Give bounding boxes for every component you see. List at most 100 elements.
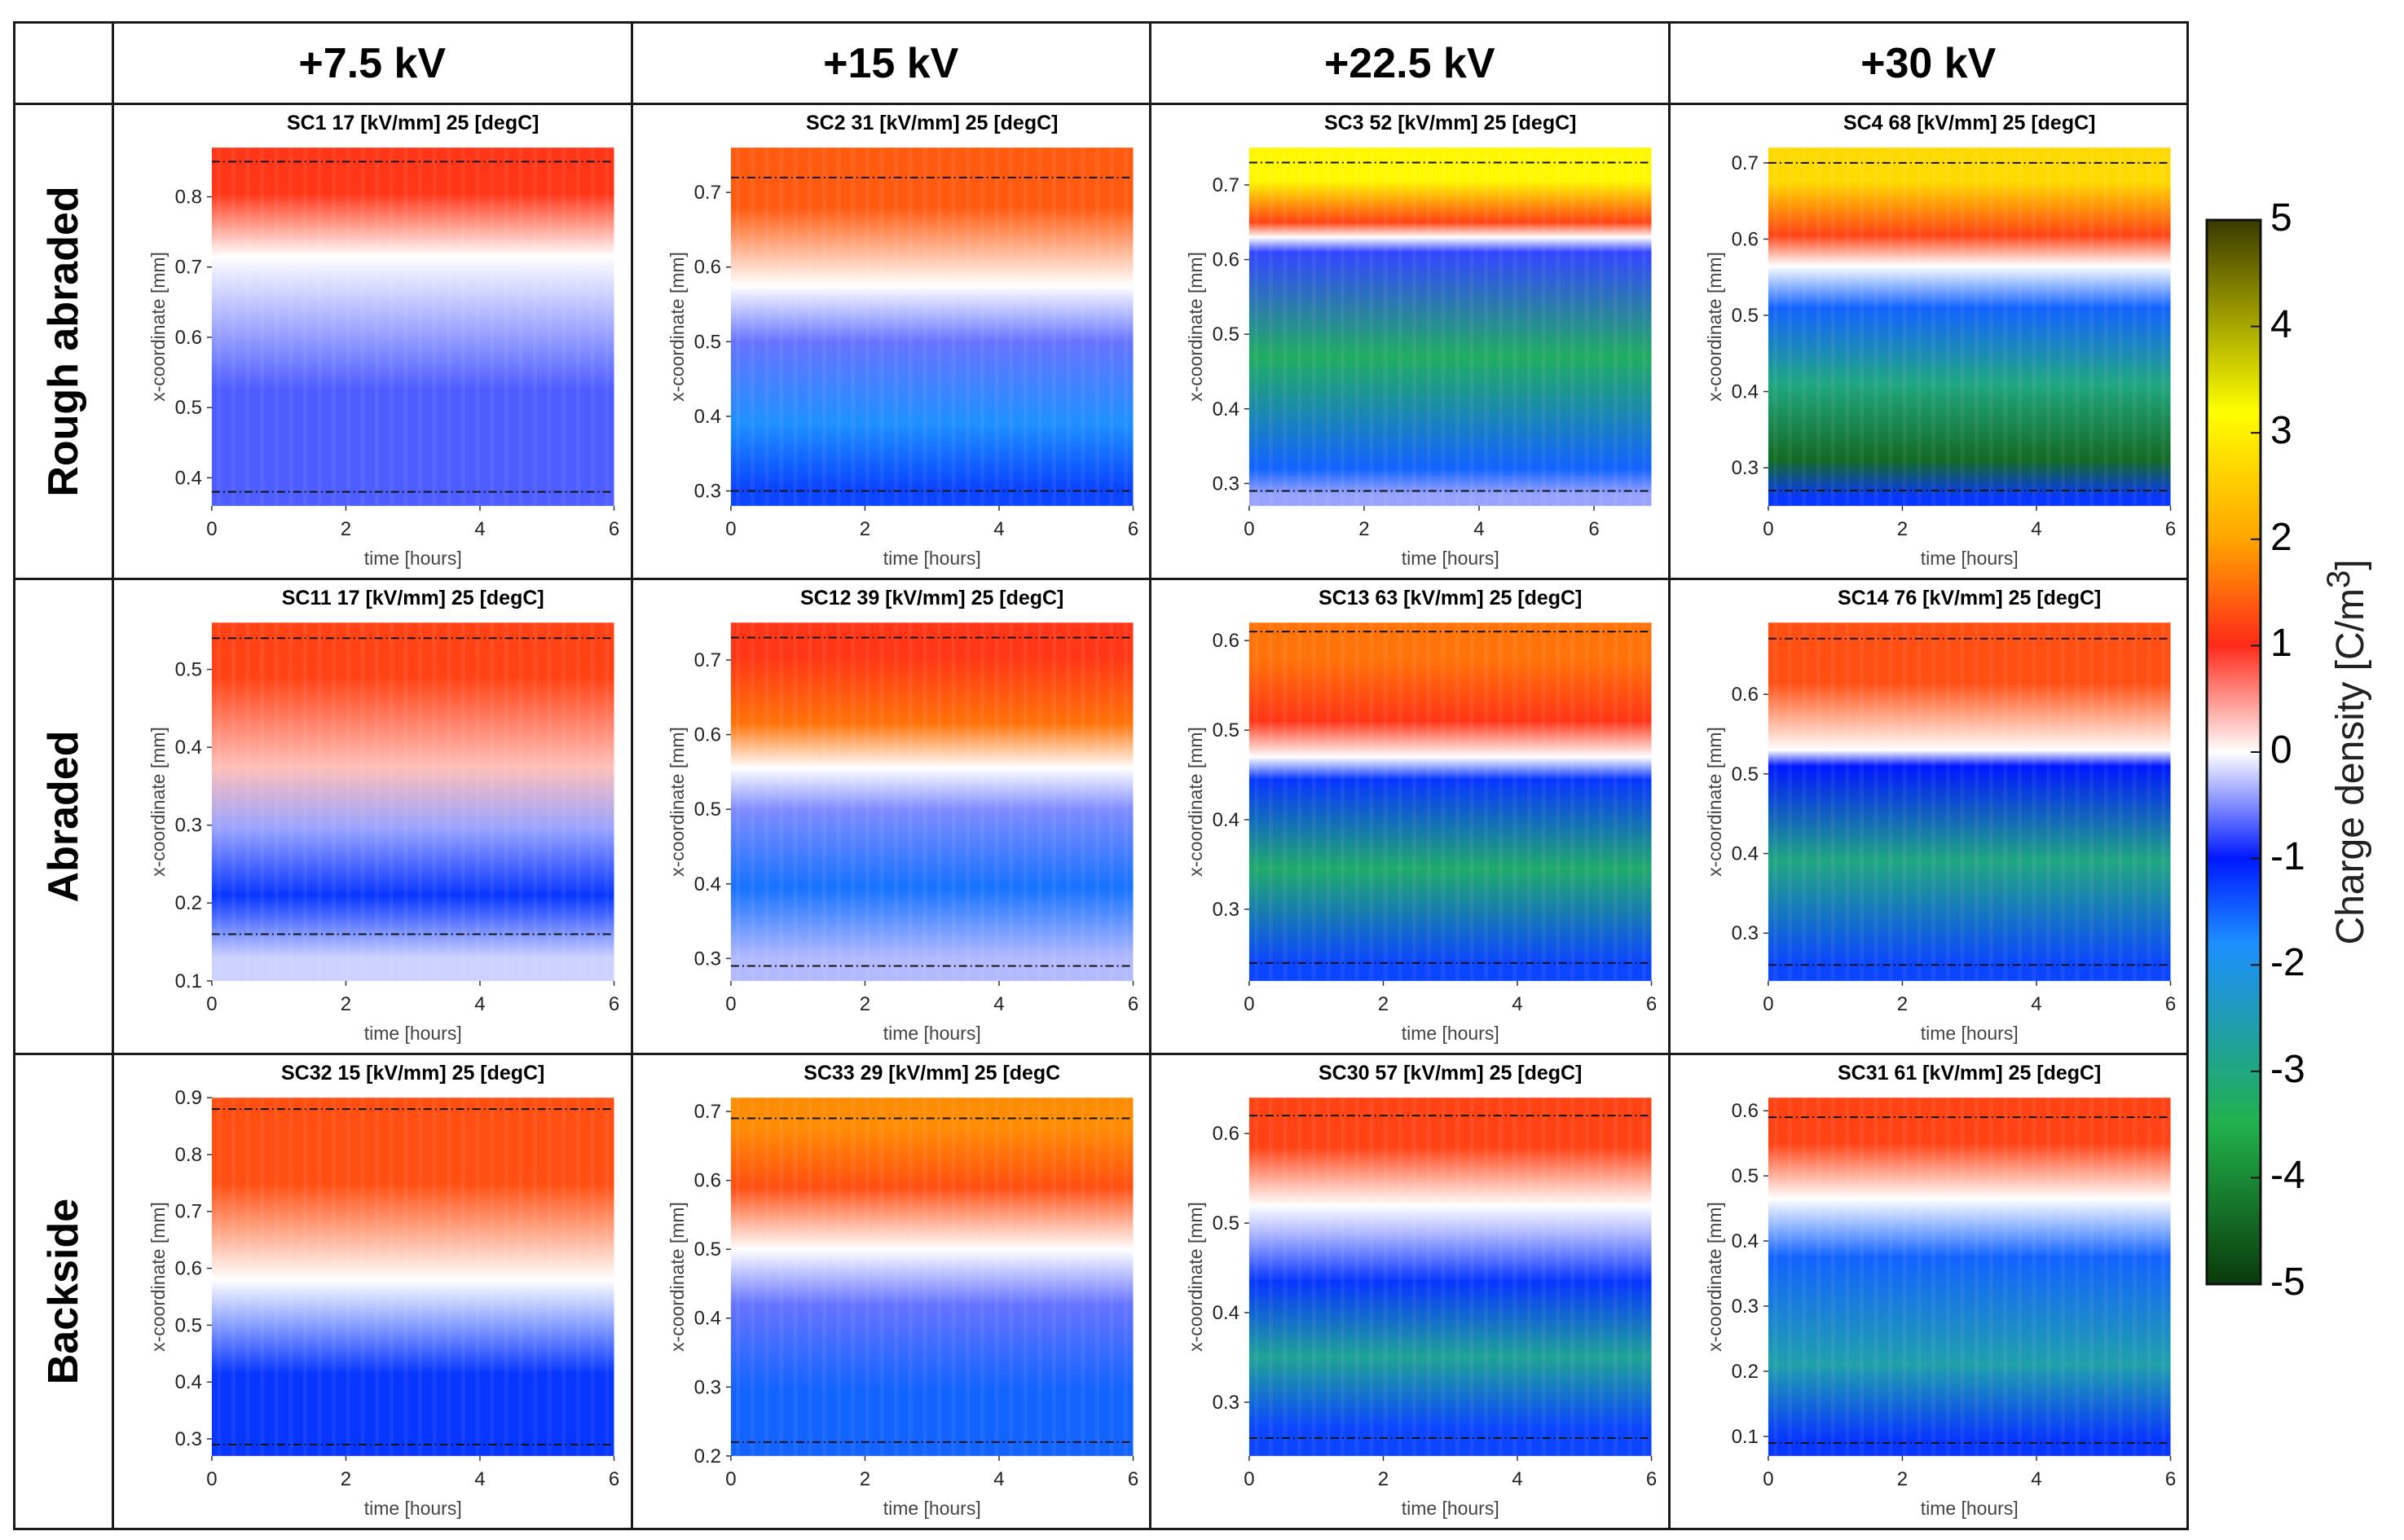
heatmap-sc32: SC32 15 [kV/mm] 25 [degC] 0.3 0.4 0.5 0.6 0.7…	[147, 1062, 619, 1519]
corner-cell	[13, 21, 114, 105]
x-tick-label: 2	[341, 518, 351, 540]
heatmap-field	[730, 147, 1134, 506]
x-tick-label: 0	[725, 1468, 736, 1490]
x-tick-label: 2	[1896, 1468, 1907, 1490]
heatmap-field	[211, 147, 614, 506]
y-tick-label: 0.5	[693, 799, 720, 821]
heatmap-field	[1248, 1098, 1652, 1456]
y-axis-label: x-coordinate [mm]	[666, 1202, 687, 1352]
panel-sc30: SC30 57 [kV/mm] 25 [degC] 0.3 0.4 0.5 0.6 0 2 4…	[1149, 1053, 1671, 1530]
y-tick-label: 0.5	[693, 1239, 720, 1261]
x-tick-label: 2	[1896, 518, 1907, 540]
y-tick-label: 0.6	[1213, 1123, 1239, 1145]
colorbar-tick-label: -5	[2270, 1261, 2305, 1304]
heatmap-sc12: SC12 39 [kV/mm] 25 [degC] 0.3 0.4 0.5 0.6 0.7…	[666, 587, 1138, 1044]
y-tick-label: 0.6	[175, 1258, 202, 1280]
y-tick-label: 0.4	[1213, 1302, 1239, 1324]
column-header-30kv: +30 kV	[1667, 21, 2189, 105]
heatmap-field	[211, 623, 614, 981]
colorbar-tick-label: -2	[2270, 941, 2305, 985]
y-axis-label: x-coordinate [mm]	[666, 252, 687, 402]
y-tick-label: 0.6	[175, 327, 202, 349]
y-tick-label: 0.7	[693, 182, 720, 204]
y-tick-label: 0.3	[175, 815, 202, 837]
panel-sc11: SC11 17 [kV/mm] 25 [degC] 0.1 0.2 0.3 0.4 0.5…	[112, 578, 633, 1055]
y-axis-label: x-coordinate [mm]	[1703, 252, 1724, 402]
x-tick-label: 0	[206, 1468, 217, 1490]
y-axis-label: x-coordinate [mm]	[666, 727, 687, 877]
y-tick-label: 0.2	[693, 1445, 720, 1467]
y-tick-label: 0.3	[1731, 922, 1758, 944]
x-tick-label: 0	[1244, 1468, 1254, 1490]
x-tick-label: 4	[2031, 993, 2041, 1015]
heatmap-field	[211, 1098, 614, 1456]
y-tick-label: 0.2	[175, 892, 202, 914]
colorbar-tick-label: 1	[2270, 622, 2292, 666]
x-axis-label: time [hours]	[1402, 1023, 1499, 1044]
y-tick-label: 0.5	[1731, 1165, 1758, 1187]
x-tick-label: 0	[1763, 993, 1773, 1015]
x-tick-label: 6	[609, 993, 619, 1015]
y-tick-label: 0.8	[175, 1144, 202, 1166]
y-tick-label: 0.3	[1731, 457, 1758, 479]
heatmap-field	[1768, 1098, 2171, 1456]
column-header-15kv: +15 kV	[630, 21, 1151, 105]
x-axis-label: time [hours]	[1402, 548, 1499, 569]
x-tick-label: 2	[1896, 993, 1907, 1015]
heatmap-sc14: SC14 76 [kV/mm] 25 [degC] 0.3 0.4 0.5 0.6 0 2 4…	[1703, 587, 2175, 1044]
x-tick-label: 2	[341, 993, 351, 1015]
x-tick-label: 0	[1244, 993, 1254, 1015]
y-tick-label: 0.5	[693, 331, 720, 353]
y-tick-label: 0.6	[1213, 249, 1239, 271]
figure-grid: +7.5 kV +15 kV +22.5 kV +30 kV Rough abr…	[13, 21, 2189, 1530]
x-tick-label: 4	[2031, 518, 2041, 540]
colorbar-tick-label: 2	[2270, 515, 2292, 559]
panel-sc31: SC31 61 [kV/mm] 25 [degC] 0.1 0.2 0.3 0.4 0.5…	[1667, 1053, 2189, 1530]
panel-title: SC32 15 [kV/mm] 25 [degC]	[281, 1062, 544, 1085]
y-tick-label: 0.2	[1731, 1361, 1758, 1383]
x-axis-label: time [hours]	[883, 1498, 980, 1519]
x-tick-label: 6	[1646, 1468, 1657, 1490]
panel-title: SC13 63 [kV/mm] 25 [degC]	[1319, 587, 1582, 609]
x-tick-label: 2	[859, 518, 870, 540]
heatmap-sc4: SC4 68 [kV/mm] 25 [degC] 0.3 0.4 0.5 0.6 0.7 0…	[1703, 112, 2175, 569]
heatmap-field	[730, 1098, 1134, 1456]
heatmap-sc30: SC30 57 [kV/mm] 25 [degC] 0.3 0.4 0.5 0.6 0 2 4…	[1185, 1062, 1657, 1519]
y-tick-label: 0.7	[693, 1101, 720, 1123]
x-tick-label: 2	[341, 1468, 351, 1490]
y-tick-label: 0.5	[1731, 305, 1758, 327]
panel-title: SC31 61 [kV/mm] 25 [degC]	[1838, 1062, 2101, 1085]
y-tick-label: 0.5	[175, 659, 202, 681]
heatmap-field	[1768, 147, 2171, 506]
heatmap-sc13: SC13 63 [kV/mm] 25 [degC] 0.3 0.4 0.5 0.6 0 2 4…	[1185, 587, 1657, 1044]
y-tick-label: 0.9	[175, 1087, 202, 1109]
y-tick-label: 0.4	[1731, 1230, 1758, 1252]
heatmap-sc1: SC1 17 [kV/mm] 25 [degC] 0.4 0.5 0.6 0.7 0.8 0…	[147, 112, 619, 569]
panel-sc13: SC13 63 [kV/mm] 25 [degC] 0.3 0.4 0.5 0.6 0 2 4…	[1149, 578, 1671, 1055]
panel-sc32: SC32 15 [kV/mm] 25 [degC] 0.3 0.4 0.5 0.6 0.7…	[112, 1053, 633, 1530]
y-tick-label: 0.5	[175, 1314, 202, 1336]
heatmap-field	[1768, 623, 2171, 981]
colorbar-label: Charge density [C/m3]	[2321, 559, 2372, 945]
heatmap-field	[1248, 623, 1652, 981]
row-header-rough-abraded: Rough abraded	[13, 103, 114, 580]
panel-sc12: SC12 39 [kV/mm] 25 [degC] 0.3 0.4 0.5 0.6 0.7…	[630, 578, 1151, 1055]
y-axis-label: x-coordinate [mm]	[1703, 1202, 1724, 1352]
x-tick-label: 6	[2164, 518, 2175, 540]
panel-title: SC30 57 [kV/mm] 25 [degC]	[1319, 1062, 1582, 1085]
heatmap-sc33: SC33 29 [kV/mm] 25 [degC 0.2 0.3 0.4 0.5 0.6 0…	[666, 1062, 1138, 1519]
y-tick-label: 0.5	[1213, 1212, 1239, 1234]
x-axis-label: time [hours]	[364, 1498, 462, 1519]
y-tick-label: 0.5	[1213, 719, 1239, 741]
panel-sc4: SC4 68 [kV/mm] 25 [degC] 0.3 0.4 0.5 0.6 0.7 0…	[1667, 103, 2189, 580]
y-axis-label: x-coordinate [mm]	[147, 727, 169, 877]
colorbar	[2205, 218, 2262, 1286]
y-tick-label: 0.5	[1213, 323, 1239, 345]
x-tick-label: 6	[1588, 518, 1599, 540]
x-axis-label: time [hours]	[883, 1023, 980, 1044]
x-tick-label: 0	[206, 993, 217, 1015]
x-tick-label: 0	[725, 993, 736, 1015]
y-tick-label: 0.6	[693, 724, 720, 746]
row-header-backside: Backside	[13, 1053, 114, 1530]
x-tick-label: 4	[1512, 1468, 1522, 1490]
